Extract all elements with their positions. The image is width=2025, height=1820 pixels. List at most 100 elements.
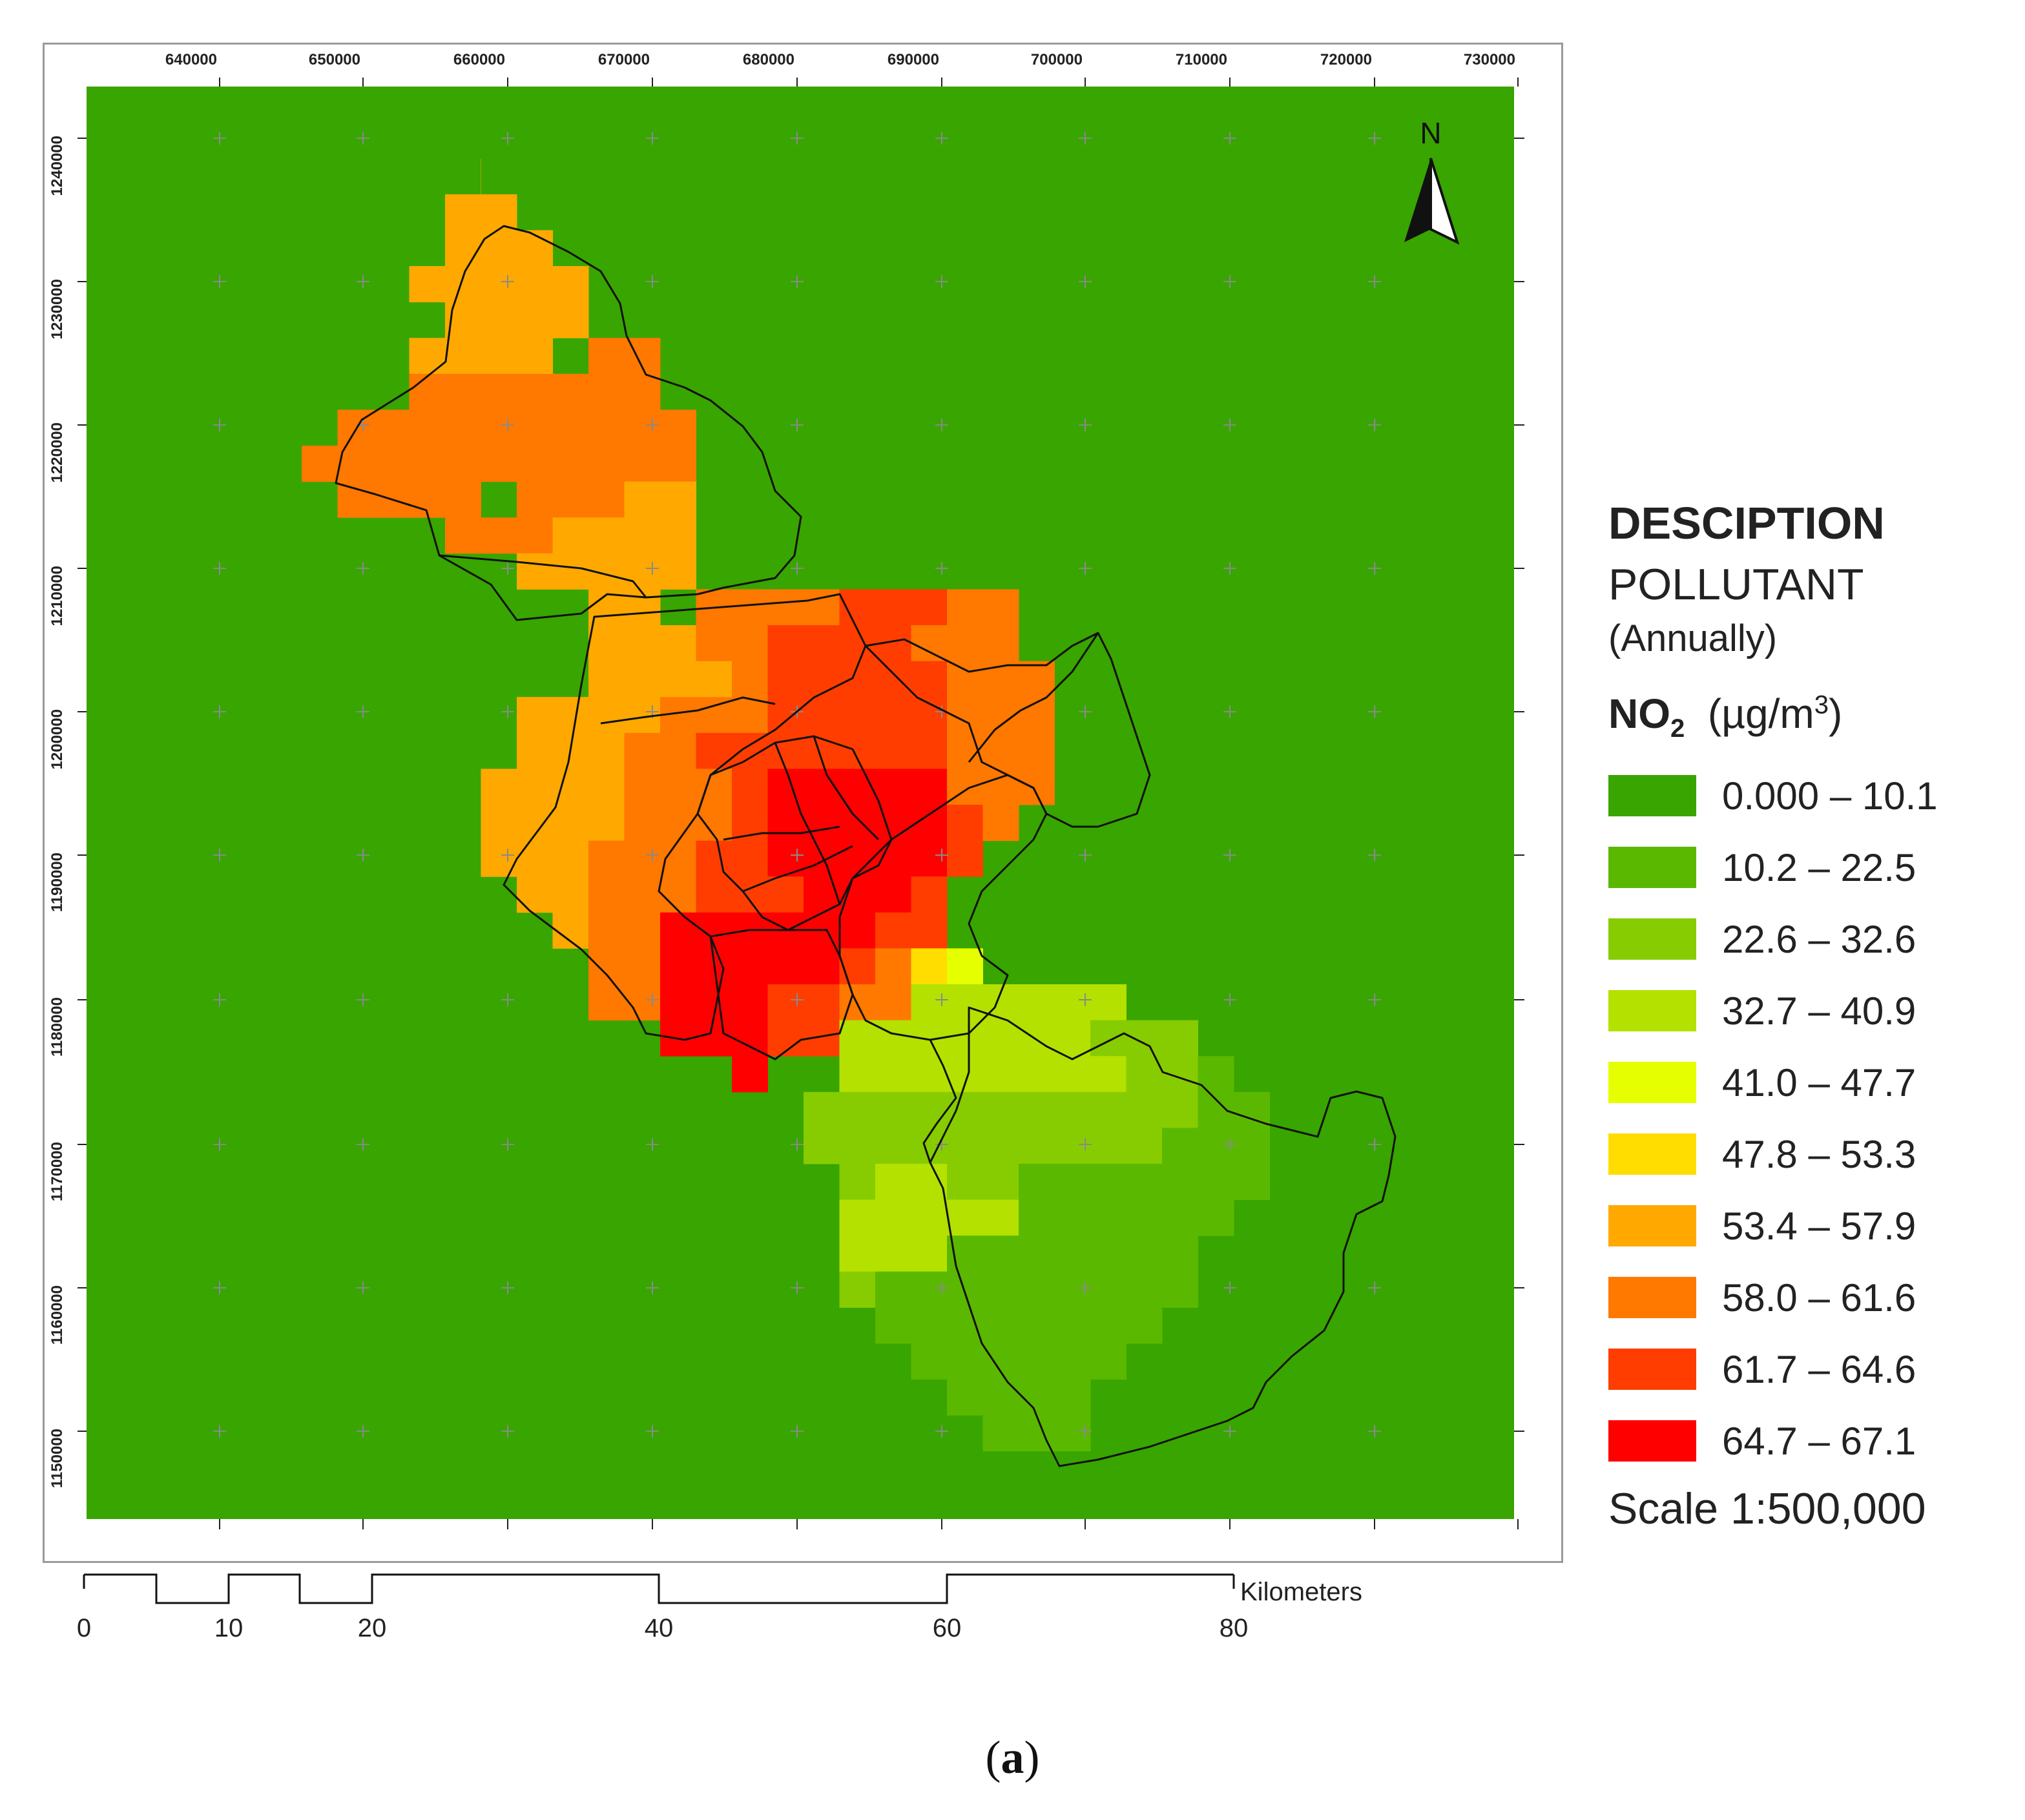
legend-class-row: 47.8 – 53.3 [1608,1119,2009,1190]
graticule-cross [1079,1281,1092,1294]
legend-class-row: 53.4 – 57.9 [1608,1190,2009,1262]
unit-superscript: 3 [1814,690,1829,719]
raster-cell [732,1020,768,1057]
graticule-cross [357,993,369,1006]
raster-cell [588,840,696,877]
raster-cell [875,912,948,949]
raster-cell [947,732,1055,769]
raster-cell [767,732,911,769]
raster-cell [445,194,517,231]
raster-cell [660,517,696,554]
legend-class-row: 61.7 – 64.6 [1608,1334,2009,1405]
raster-cell [1162,1020,1198,1057]
x-tick-label: 640000 [165,51,217,68]
district-boundaries [335,225,1397,1467]
raster-cell [732,661,768,698]
graticule-cross [1079,419,1092,431]
graticule-cross [646,1281,659,1294]
raster-cell [839,1236,948,1272]
raster-cell [517,481,625,518]
scale-bar-label: 20 [358,1614,387,1642]
raster-cell [517,697,661,734]
graticule-cross [501,1425,514,1438]
raster-cell [911,948,948,985]
scale-bar-label: 0 [77,1614,91,1642]
graticule-cross [791,419,804,431]
unit-prefix: (µg/m [1707,690,1814,737]
x-tick-label: 690000 [888,51,939,68]
raster-cell [517,876,589,913]
raster-cell [481,158,482,194]
graticule-cross [357,1425,369,1438]
legend-class-row: 64.7 – 67.1 [1608,1405,2009,1477]
boundary-east-inner [968,632,1099,763]
graticule-cross [213,419,226,431]
raster-cell [588,912,661,949]
graticule-cross [646,849,659,862]
scale-bar [83,1573,1235,1604]
graticule-cross [501,275,514,288]
x-tick-label: 650000 [309,51,360,68]
graticule-cross [357,705,369,718]
caption-letter: a [1001,1732,1024,1783]
legend-class-label: 61.7 – 64.6 [1722,1347,1916,1391]
raster-cell [732,769,768,805]
y-tick-label: 1240000 [48,136,66,196]
north-arrow-icon: N [1404,116,1460,245]
graticule-cross [791,562,804,575]
raster-cell [911,732,948,769]
legend-class-row: 22.6 – 32.6 [1608,904,2009,975]
x-tick-label: 660000 [453,51,505,68]
graticule-cross [1223,562,1236,575]
graticule-cross [1079,275,1092,288]
raster-cell [982,1415,1091,1452]
graticule-cross [646,419,659,431]
scale-bar-label: 80 [1220,1614,1249,1642]
boundary-central-c [742,845,853,893]
raster-cell [481,769,625,805]
graticule-cross [646,1138,659,1151]
raster-cell [660,553,696,590]
legend-class-label: 22.6 – 32.6 [1722,917,1916,961]
raster-cell [839,1271,876,1308]
graticule-cross [1368,1425,1381,1438]
scale-bar-label: 60 [933,1614,962,1642]
raster-cell [552,912,589,949]
graticule-cross [1223,993,1236,1006]
graticule-crosses [213,132,1381,1438]
graticule-cross [357,1138,369,1151]
graticule-cross [935,993,948,1006]
raster-cell [481,840,589,877]
y-tick-label: 1160000 [48,1285,66,1345]
graticule-cross [935,1281,948,1294]
boundary-southeast [929,1006,1397,1467]
raster-cell [767,984,840,1021]
x-tick-label: 710000 [1176,51,1227,68]
graticule-cross [791,849,804,862]
raster-cell [911,625,1019,662]
graticule-cross [357,132,369,145]
legend-swatch [1608,1277,1696,1319]
graticule-cross [1368,419,1381,431]
legend: DESCIPTION POLLUTANT (Annually) NO2 (µg/… [1608,497,2009,1534]
raster-cell [947,769,1055,805]
graticule-cross [501,1138,514,1151]
y-tick-label: 1150000 [48,1429,66,1488]
legend-class-label: 32.7 – 40.9 [1722,989,1916,1033]
raster-cell [947,1379,1091,1416]
graticule-cross [791,1138,804,1151]
unit-suffix: ) [1828,690,1843,737]
legend-swatch [1608,1420,1696,1462]
legend-subtitle: POLLUTANT [1608,560,1864,609]
x-tick-label: 730000 [1464,51,1515,68]
raster-cell [875,1271,1198,1308]
graticule-cross [1223,132,1236,145]
boundary-northwest [335,225,802,621]
graticule-cross [1368,132,1381,145]
graticule-cross [1223,705,1236,718]
boundary-central-a [774,742,841,905]
raster-cell [409,266,589,303]
raster-cell [1198,1091,1270,1128]
graticule-cross [646,275,659,288]
